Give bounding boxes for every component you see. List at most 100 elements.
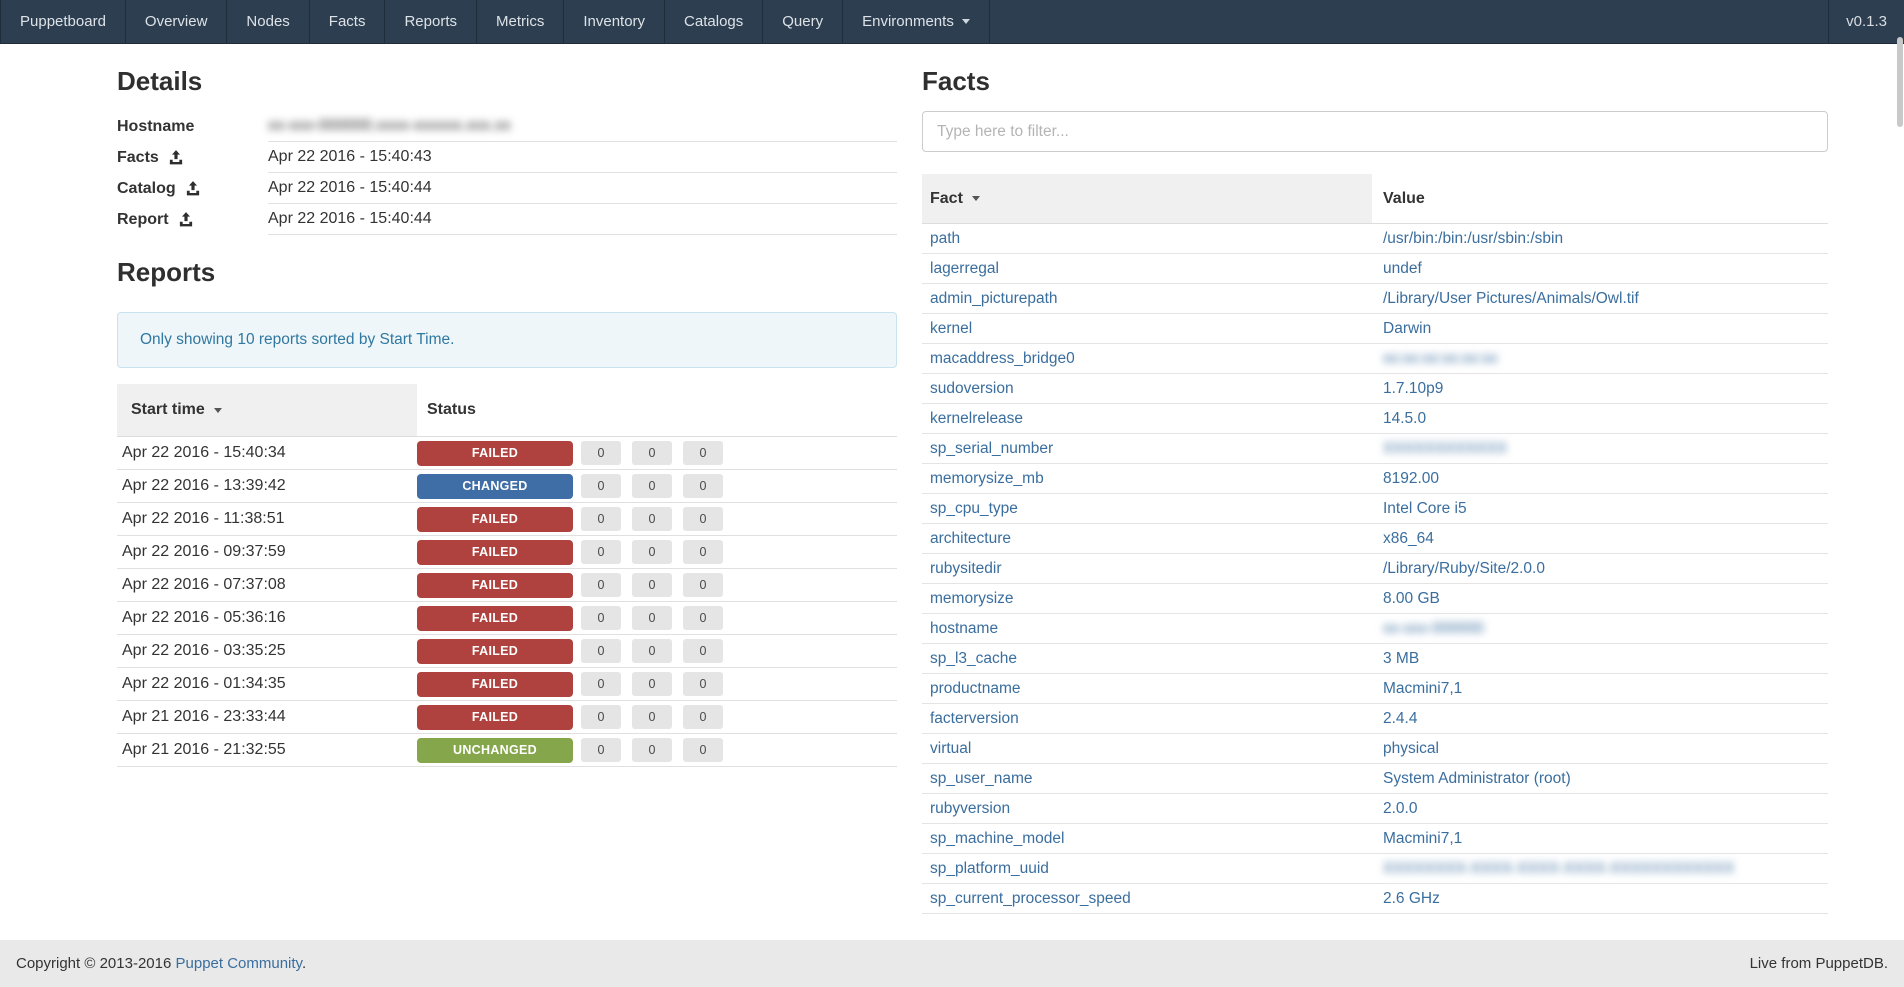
fact-name-link[interactable]: architecture xyxy=(930,529,1011,547)
details-label: Catalog xyxy=(117,180,268,198)
fact-value-link[interactable]: x86_64 xyxy=(1383,529,1434,547)
facts-filter-input[interactable] xyxy=(922,111,1828,152)
fact-value-link[interactable]: 1.7.10p9 xyxy=(1383,379,1444,397)
fact-name-link[interactable]: sp_platform_uuid xyxy=(930,859,1049,877)
nav-item-metrics[interactable]: Metrics xyxy=(477,0,565,43)
fact-value-link[interactable]: undef xyxy=(1383,259,1422,277)
fact-name-link[interactable]: rubysitedir xyxy=(930,559,1002,577)
fact-value-link[interactable]: Darwin xyxy=(1383,319,1432,337)
nav-item-reports[interactable]: Reports xyxy=(385,0,477,43)
fact-value-link[interactable]: 2.0.0 xyxy=(1383,799,1418,817)
fact-name-link[interactable]: hostname xyxy=(930,619,999,637)
report-start-time: Apr 22 2016 - 13:39:42 xyxy=(122,477,286,494)
report-status-badge: FAILED xyxy=(417,671,573,697)
fact-row: admin_picturepath /Library/User Pictures… xyxy=(922,284,1828,314)
fact-name-link[interactable]: sp_machine_model xyxy=(930,829,1065,847)
report-start-time: Apr 22 2016 - 09:37:59 xyxy=(122,543,286,560)
fact-name-link[interactable]: sp_l3_cache xyxy=(930,649,1018,667)
nav-item-catalogs[interactable]: Catalogs xyxy=(665,0,764,43)
fact-value-link[interactable]: Macmini7,1 xyxy=(1383,679,1463,697)
upload-icon[interactable] xyxy=(186,181,200,196)
fact-value-link[interactable]: 2.4.4 xyxy=(1383,709,1418,727)
column-header-value[interactable]: Value xyxy=(1372,174,1425,223)
fact-name-link[interactable]: sp_current_processor_speed xyxy=(930,889,1131,907)
reports-table-header: Start time Status xyxy=(117,384,897,437)
fact-value-link[interactable]: XXXXXXXXXXXX xyxy=(1383,439,1508,457)
column-header-status[interactable]: Status xyxy=(417,384,476,436)
column-header-start-time[interactable]: Start time xyxy=(117,384,417,436)
fact-value-link[interactable]: xx:xx:xx:xx:xx:xx xyxy=(1383,349,1498,367)
nav-brand-puppetboard[interactable]: Puppetboard xyxy=(0,0,126,43)
upload-icon[interactable] xyxy=(169,150,183,165)
fact-value-link[interactable]: 2.6 GHz xyxy=(1383,889,1440,907)
details-title: Details xyxy=(117,66,203,96)
fact-name-link[interactable]: admin_picturepath xyxy=(930,289,1058,307)
fact-value-link[interactable]: xx-xxx-000000 xyxy=(1383,619,1484,637)
fact-name-link[interactable]: memorysize_mb xyxy=(930,469,1044,487)
fact-name-link[interactable]: memorysize xyxy=(930,589,1014,607)
fact-name-link[interactable]: path xyxy=(930,229,961,247)
fact-row: sp_user_name System Administrator (root) xyxy=(922,764,1828,794)
details-value: xx-xxx-000000.xxxx-xxxxxx.xxx.xx xyxy=(268,111,897,142)
puppet-community-link[interactable]: Puppet Community xyxy=(175,955,302,972)
fact-value-link[interactable]: /Library/Ruby/Site/2.0.0 xyxy=(1383,559,1545,577)
fact-value-link[interactable]: 8.00 GB xyxy=(1383,589,1440,607)
fact-value-link[interactable]: 3 MB xyxy=(1383,649,1420,667)
fact-row: rubyversion 2.0.0 xyxy=(922,794,1828,824)
fact-value-link[interactable]: 8192.00 xyxy=(1383,469,1440,487)
fact-name-link[interactable]: sp_cpu_type xyxy=(930,499,1018,517)
metric-count: 0 xyxy=(632,639,672,663)
scrollbar-thumb[interactable] xyxy=(1897,37,1903,127)
upload-icon[interactable] xyxy=(179,212,193,227)
fact-name-link[interactable]: facterversion xyxy=(930,709,1019,727)
fact-value-link[interactable]: /usr/bin:/bin:/usr/sbin:/sbin xyxy=(1383,229,1564,247)
nav-item-facts[interactable]: Facts xyxy=(310,0,386,43)
nav-item-query[interactable]: Query xyxy=(763,0,844,43)
fact-value-link[interactable]: Macmini7,1 xyxy=(1383,829,1463,847)
fact-value-link[interactable]: System Administrator (root) xyxy=(1383,769,1571,787)
fact-name-link[interactable]: sp_serial_number xyxy=(930,439,1054,457)
fact-name-link[interactable]: rubyversion xyxy=(930,799,1011,817)
report-status-badge: FAILED xyxy=(417,572,573,598)
fact-value-link[interactable]: 14.5.0 xyxy=(1383,409,1427,427)
fact-value-link[interactable]: /Library/User Pictures/Animals/Owl.tif xyxy=(1383,289,1639,307)
fact-name-link[interactable]: lagerregal xyxy=(930,259,999,277)
fact-name-link[interactable]: kernelrelease xyxy=(930,409,1024,427)
nav-item-nodes[interactable]: Nodes xyxy=(227,0,310,43)
fact-row: memorysize_mb 8192.00 xyxy=(922,464,1828,494)
fact-value-link[interactable]: Intel Core i5 xyxy=(1383,499,1467,517)
report-status-badge: FAILED xyxy=(417,605,573,631)
metric-count: 0 xyxy=(632,573,672,597)
fact-row: sp_current_processor_speed 2.6 GHz xyxy=(922,884,1828,914)
column-header-fact[interactable]: Fact xyxy=(922,174,1372,223)
details-label-text: Report xyxy=(117,210,169,228)
nav-item-inventory[interactable]: Inventory xyxy=(564,0,666,43)
fact-name-link[interactable]: productname xyxy=(930,679,1021,697)
fact-value-link[interactable]: XXXXXXXX-XXXX-XXXX-XXXX-XXXXXXXXXXXX xyxy=(1383,859,1735,877)
scrollbar[interactable] xyxy=(1897,0,1903,987)
nav-item-overview[interactable]: Overview xyxy=(126,0,228,43)
fact-value-link[interactable]: physical xyxy=(1383,739,1439,757)
fact-name-link[interactable]: kernel xyxy=(930,319,973,337)
facts-table-body: path /usr/bin:/bin:/usr/sbin:/sbin lager… xyxy=(922,224,1828,914)
fact-row: path /usr/bin:/bin:/usr/sbin:/sbin xyxy=(922,224,1828,254)
nav-item-environments-dropdown[interactable]: Environments xyxy=(843,0,990,43)
fact-name-link[interactable]: sudoversion xyxy=(930,379,1014,397)
fact-name-link[interactable]: sp_user_name xyxy=(930,769,1033,787)
metric-count: 0 xyxy=(632,606,672,630)
fact-name-link[interactable]: macaddress_bridge0 xyxy=(930,349,1075,367)
report-start-time: Apr 22 2016 - 01:34:35 xyxy=(122,675,286,692)
fact-name-link[interactable]: virtual xyxy=(930,739,972,757)
metric-count: 0 xyxy=(632,441,672,465)
